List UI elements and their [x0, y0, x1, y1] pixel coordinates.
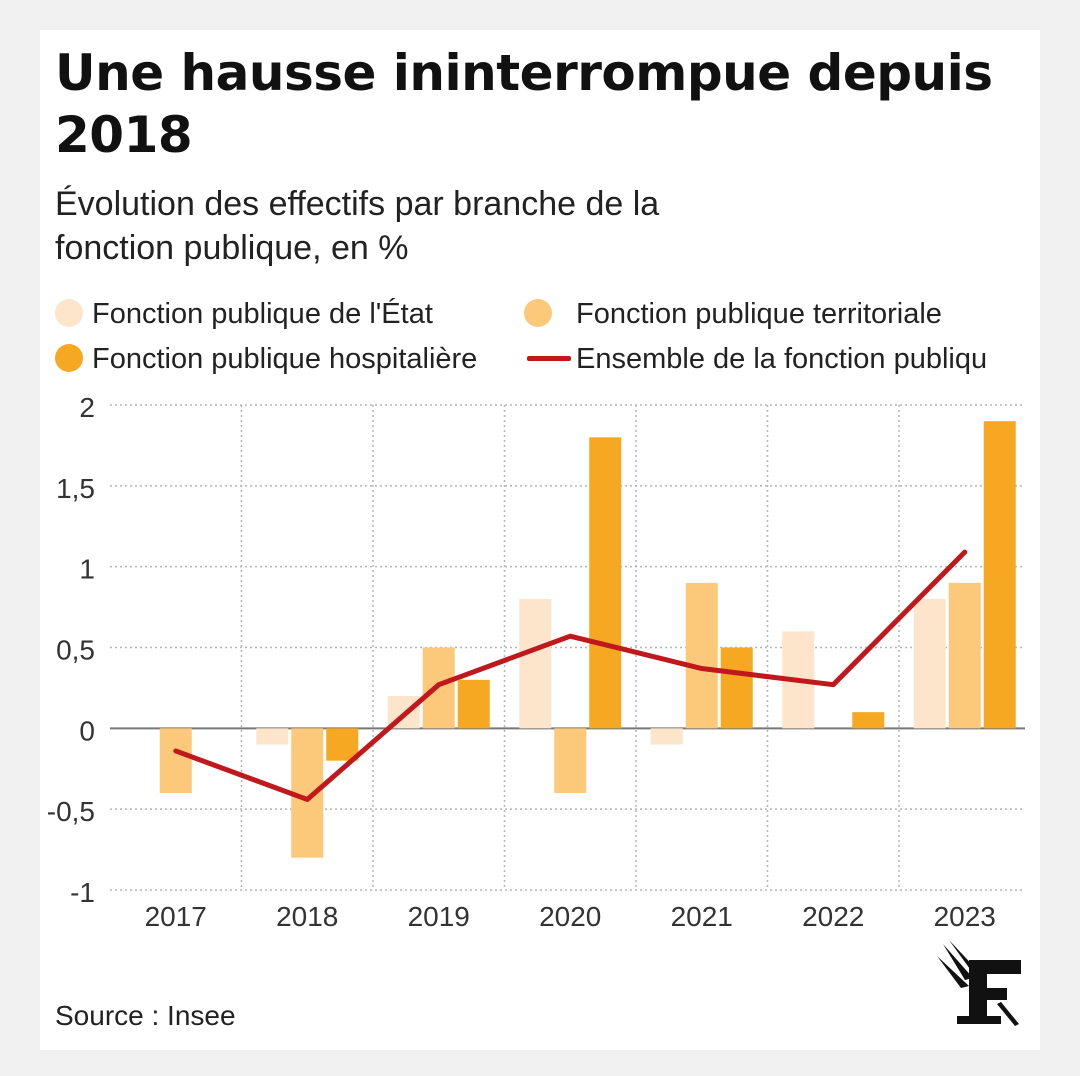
bar-l'état-2018 [256, 728, 289, 745]
bar-hospitalière-2020 [589, 437, 622, 729]
y-tick-label: -0,5 [47, 796, 95, 827]
bar-l'état-2020 [519, 599, 552, 729]
le-figaro-logo-icon [937, 940, 1021, 1026]
legend-label-ensemble: Ensemble de la fonction publiqu [576, 343, 988, 375]
bar-territoriale-2017 [159, 728, 192, 793]
line-ensemble [173, 549, 968, 802]
x-tick-label: 2019 [408, 901, 470, 932]
x-tick-label: 2021 [671, 901, 733, 932]
legend-swatch-ensemble [527, 356, 571, 361]
axis-label-layer: 2 1,5 1 0,5 0 -0,5 -1 2017 2018 2019 2020 2021 2022 2… [47, 392, 996, 932]
bar-hospitalière-2021 [720, 647, 753, 729]
x-tick-label: 2023 [934, 901, 996, 932]
bar-territoriale-2023 [948, 582, 981, 729]
bar-l'état-2023 [913, 599, 946, 729]
source-note: Source : Insee [55, 1000, 236, 1031]
y-tick-label: 1 [79, 554, 95, 585]
legend-label-hospitaliere: Fonction publique hospitalière [92, 343, 478, 375]
line-layer [173, 549, 968, 802]
y-tick-label: 0,5 [56, 635, 95, 666]
x-tick-label: 2017 [145, 901, 207, 932]
grid-layer [110, 404, 1025, 891]
chart-title: Une hausse ininterrompue depuis 2018 [55, 44, 993, 164]
legend-swatch-territoriale [524, 299, 552, 327]
x-tick-label: 2022 [802, 901, 864, 932]
y-tick-label: 1,5 [56, 473, 95, 504]
legend-label-etat: Fonction publique de l'État [92, 298, 433, 330]
bar-hospitalière-2023 [983, 421, 1016, 729]
bar-hospitalière-2019 [457, 679, 490, 729]
x-tick-label: 2018 [276, 901, 338, 932]
bar-hospitalière-2018 [326, 728, 359, 761]
bar-l'état-2021 [650, 728, 683, 745]
legend-swatch-etat [55, 299, 83, 327]
legend-swatch-hospitaliere [55, 344, 83, 372]
y-tick-label: 0 [79, 715, 95, 746]
bar-hospitalière-2022 [852, 712, 885, 729]
bar-territoriale-2020 [554, 728, 587, 793]
chart-subtitle: Évolution des effectifs par branche de l… [55, 185, 660, 267]
bar-territoriale-2021 [685, 582, 718, 729]
x-tick-label: 2020 [539, 901, 601, 932]
legend-label-territoriale: Fonction publique territoriale [576, 298, 942, 330]
chart-card [40, 30, 1040, 1050]
y-tick-label: -1 [70, 877, 95, 908]
y-tick-label: 2 [79, 392, 95, 423]
